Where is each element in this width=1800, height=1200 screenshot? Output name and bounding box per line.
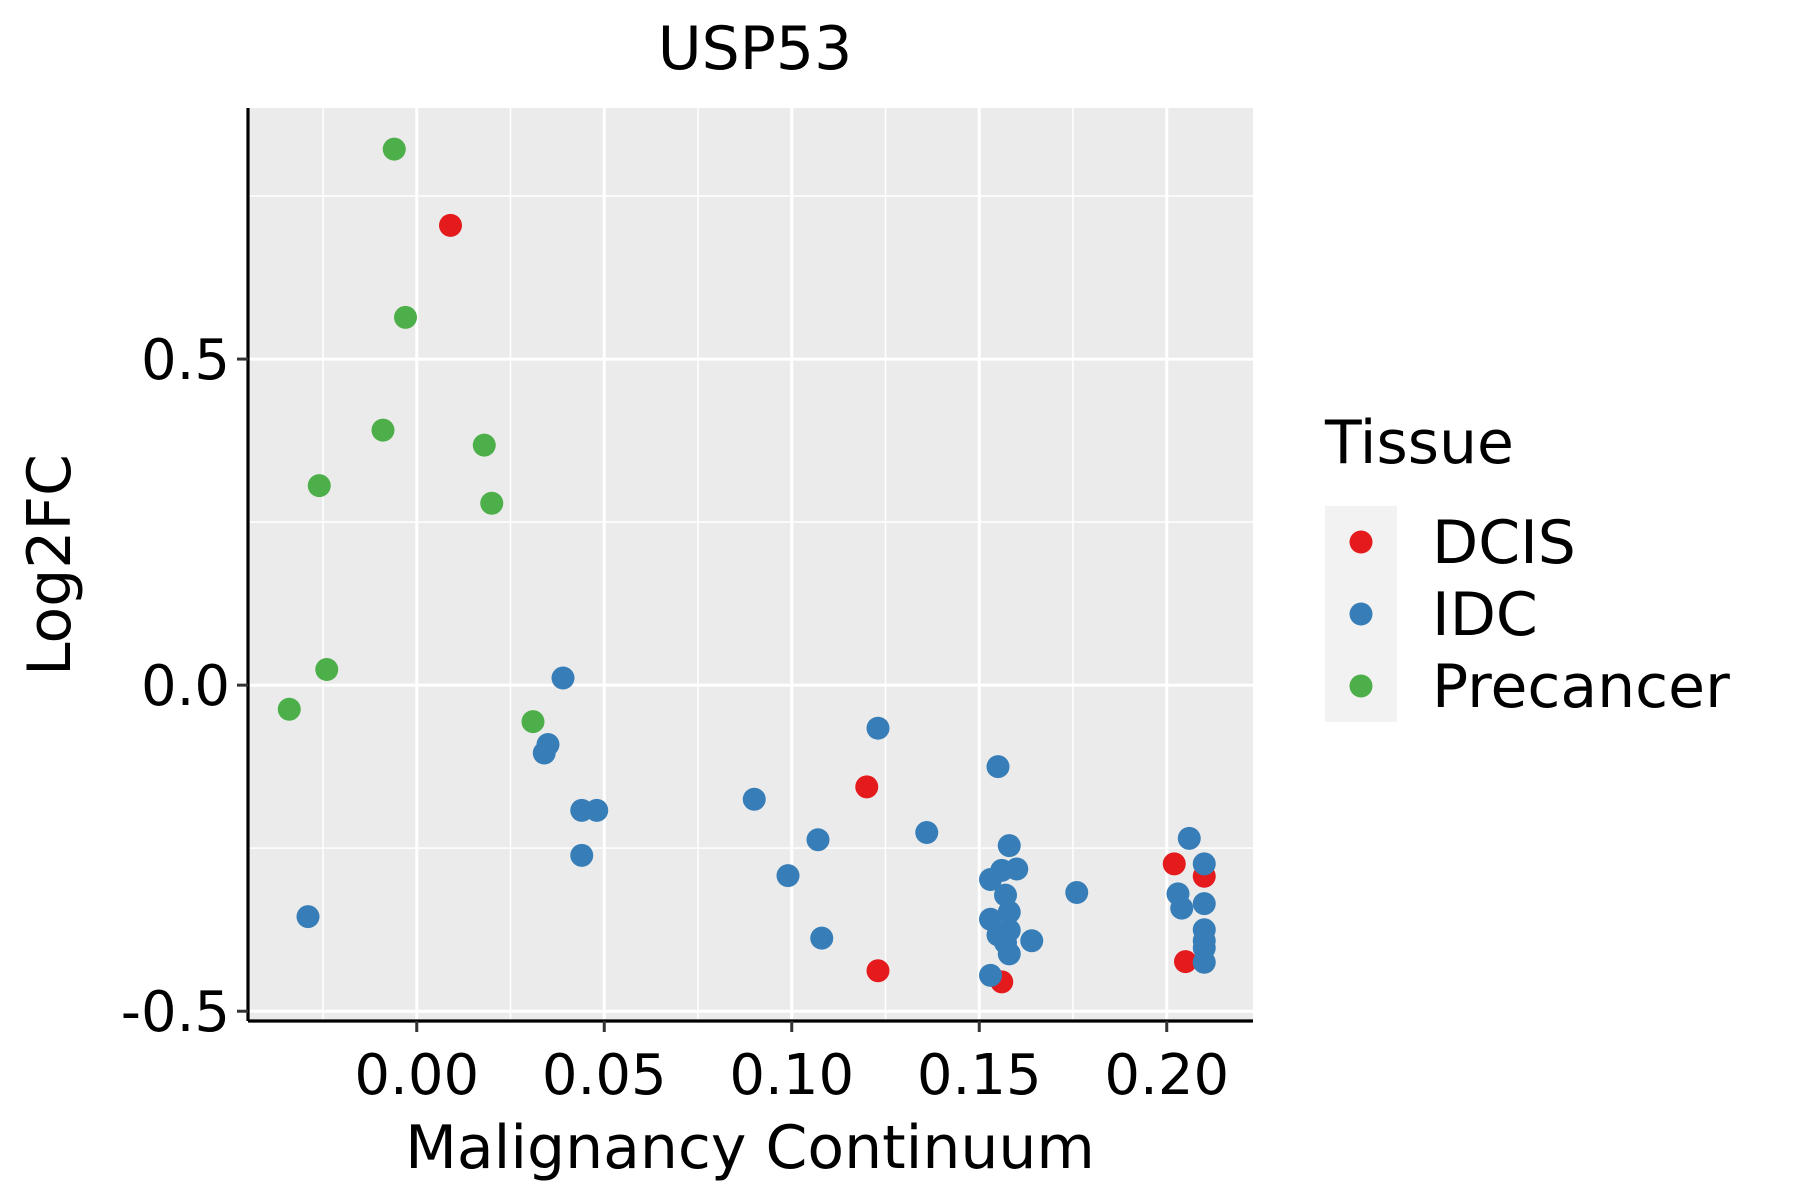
point-idc [1192,950,1216,974]
point-precancer [472,433,496,457]
legend-key-precancer [1349,674,1373,698]
point-idc [1192,852,1216,876]
x-tick-label: 0.20 [1104,1043,1229,1108]
point-idc [1020,929,1044,953]
x-tick-label: 0.10 [729,1043,854,1108]
y-tick-label: 0.5 [141,328,230,393]
x-tick-label: 0.00 [354,1043,479,1108]
point-idc [806,828,830,852]
x-tick-label: 0.05 [542,1043,667,1108]
legend-key-dcis [1349,530,1373,554]
point-idc [742,787,766,811]
y-tick-label: -0.5 [121,980,230,1045]
point-idc [997,900,1021,924]
data-points [277,137,1216,994]
legend-title: Tissue [1324,408,1514,478]
x-axis-label: Malignancy Continuum [405,1113,1095,1183]
point-dcis [1162,852,1186,876]
legend-label-dcis: DCIS [1432,508,1576,578]
point-dcis [439,213,462,237]
point-idc [979,963,1002,987]
y-axis-label: Log2FC [15,454,85,676]
legend-label-idc: IDC [1432,580,1538,650]
point-precancer [315,657,339,681]
point-idc [536,732,560,756]
point-idc [1170,896,1194,920]
legend-label-precancer: Precancer [1432,652,1730,722]
point-dcis [1174,950,1197,974]
axis-ticks: 0.00 0.05 0.10 0.15 0.20 -0.5 0.0 0.5 [121,328,1229,1108]
point-idc [1177,826,1201,850]
y-tick-label: 0.0 [141,654,230,719]
point-idc [551,666,575,690]
point-idc [810,926,834,950]
point-idc [1192,892,1216,916]
point-dcis [866,959,890,983]
point-idc [1065,881,1089,905]
plot-panel [248,108,1253,1021]
point-idc [1005,857,1029,881]
point-precancer [307,474,331,498]
point-idc [997,942,1021,966]
point-precancer [394,305,417,329]
point-idc [915,821,939,845]
legend-key-idc [1349,602,1373,626]
point-idc [986,755,1010,779]
point-idc [585,798,609,822]
point-precancer [521,710,545,734]
point-idc [997,834,1021,858]
point-precancer [382,137,406,161]
point-idc [570,843,594,867]
point-precancer [480,491,504,515]
x-tick-label: 0.15 [917,1043,1042,1108]
point-dcis [855,775,879,799]
chart-title: USP53 [658,14,853,84]
point-precancer [371,418,395,442]
point-idc [296,905,320,929]
point-idc [997,918,1021,942]
point-idc [866,716,890,740]
point-precancer [277,697,301,721]
point-idc [776,864,800,888]
